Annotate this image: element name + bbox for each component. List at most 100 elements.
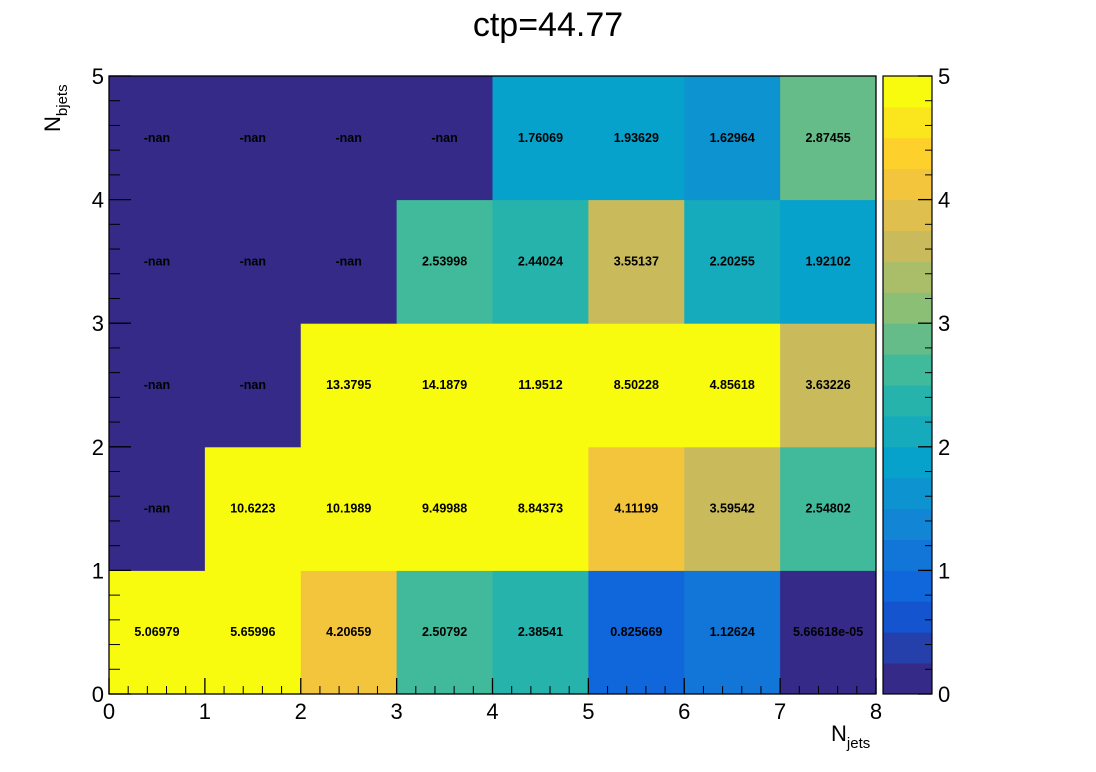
cell-value-label: 14.1879 — [422, 378, 467, 392]
colorbar-swatch — [883, 415, 932, 448]
heatmap-cell — [684, 446, 781, 571]
heatmap-cell — [780, 323, 877, 448]
colorbar-swatch — [883, 570, 932, 602]
x-tick-label: 2 — [295, 699, 307, 724]
cell-value-label: -nan — [240, 131, 266, 145]
colorbar-swatch — [883, 632, 932, 664]
x-tick-label: 0 — [103, 699, 115, 724]
heatmap-cell — [684, 570, 781, 695]
cell-value-label: 5.65996 — [230, 625, 275, 639]
cell-value-label: -nan — [144, 378, 170, 392]
heatmap-cell — [492, 323, 589, 448]
y-tick-label: 5 — [92, 64, 104, 89]
colorbar-swatch — [883, 354, 932, 386]
colorbar-swatch — [883, 446, 932, 479]
cell-value-label: -nan — [335, 254, 361, 268]
heatmap-cell — [109, 199, 206, 324]
cell-value-label: 2.44024 — [518, 254, 563, 268]
colorbar: 0 1 2 3 4 5 — [882, 64, 950, 707]
cell-value-label: 3.59542 — [710, 502, 755, 516]
heatmap-cell — [492, 570, 589, 695]
heatmap-cell — [204, 76, 302, 201]
cell-value-label: 4.11199 — [614, 502, 658, 516]
heatmap-cell — [588, 76, 685, 201]
heatmap-cell — [109, 446, 206, 571]
heatmap-cell — [109, 323, 206, 448]
colorbar-swatch — [883, 508, 932, 540]
heatmap-cell — [396, 199, 493, 324]
heatmap-cell — [204, 446, 302, 571]
cell-value-label: 11.9512 — [518, 378, 563, 392]
cell-value-label: 5.66618e-05 — [793, 625, 863, 639]
cell-value-label: 2.38541 — [518, 625, 563, 639]
heatmap-cell — [588, 446, 685, 571]
colorbar-swatch — [883, 261, 932, 293]
cell-value-label: 1.76069 — [518, 131, 563, 145]
colorbar-swatch — [883, 137, 932, 170]
x-axis: 0 1 2 3 4 5 6 7 8 — [103, 678, 882, 724]
y-axis-label-sub: bjets — [54, 84, 71, 116]
cell-value-label: 10.1989 — [326, 502, 371, 516]
x-axis-label-main: N — [831, 721, 847, 746]
x-tick-label: 3 — [391, 699, 403, 724]
colorbar-border — [882, 75, 933, 695]
colorbar-swatch — [883, 539, 932, 571]
heatmap-cell — [300, 199, 398, 324]
cell-value-label: 2.20255 — [710, 254, 755, 268]
heatmap-cells — [109, 76, 877, 695]
colorbar-swatch — [883, 477, 932, 510]
x-tick-label: 5 — [582, 699, 594, 724]
cell-value-label: 9.49988 — [422, 502, 467, 516]
x-tick-label: 4 — [486, 699, 498, 724]
heatmap-cell — [396, 570, 493, 695]
heatmap-cell — [780, 199, 877, 324]
colorbar-tick-label: 5 — [938, 64, 950, 89]
heatmap-cell — [780, 446, 877, 571]
heatmap-cell — [300, 76, 398, 201]
cell-value-label: 1.62964 — [710, 131, 755, 145]
colorbar-swatch — [883, 601, 932, 633]
heatmap-cell — [300, 446, 398, 571]
cell-value-label: -nan — [144, 254, 170, 268]
y-tick-label: 3 — [92, 311, 104, 336]
heatmap-cell — [396, 446, 493, 571]
colorbar-swatch — [883, 385, 932, 417]
cell-value-label: -nan — [431, 131, 457, 145]
heatmap-cell — [684, 76, 781, 201]
heatmap-cell — [684, 199, 781, 324]
cell-value-label: 2.50792 — [422, 625, 467, 639]
heatmap-cell — [588, 199, 685, 324]
y-tick-label: 0 — [92, 682, 104, 707]
cell-value-label: 2.53998 — [422, 254, 467, 268]
y-tick-label: 2 — [92, 435, 104, 460]
colorbar-tick-label: 3 — [938, 311, 950, 336]
y-axis-label-main: N — [40, 116, 65, 132]
cell-value-label: 13.3795 — [326, 378, 371, 392]
heatmap-cell — [780, 76, 877, 201]
heatmap-cell — [780, 570, 877, 695]
heatmap-cell — [492, 76, 589, 201]
heatmap-cell — [684, 323, 781, 448]
heatmap-cell — [396, 323, 493, 448]
heatmap-cell — [300, 570, 398, 695]
cell-value-label: 10.6223 — [230, 502, 275, 516]
chart-title: ctp=44.77 — [473, 6, 623, 44]
colorbar-swatch — [883, 292, 932, 324]
cell-value-label: -nan — [335, 131, 361, 145]
x-axis-label: Njets — [831, 721, 870, 752]
cell-value-label: 8.84373 — [518, 502, 563, 516]
colorbar-swatch — [883, 168, 932, 201]
cell-value-label: -nan — [144, 502, 170, 516]
colorbar-tick-label: 2 — [938, 435, 950, 460]
cell-value-label: 0.825669 — [610, 625, 662, 639]
cell-value-label: 2.87455 — [805, 131, 850, 145]
x-tick-label: 7 — [774, 699, 786, 724]
cell-value-label: 4.85618 — [710, 378, 755, 392]
x-tick-label: 8 — [870, 699, 882, 724]
cell-value-label: 3.63226 — [805, 378, 850, 392]
cell-value-label: -nan — [144, 131, 170, 145]
heatmap-cell — [204, 199, 302, 324]
heatmap-cell — [492, 446, 589, 571]
y-axis-label: Nbjets — [40, 84, 71, 132]
